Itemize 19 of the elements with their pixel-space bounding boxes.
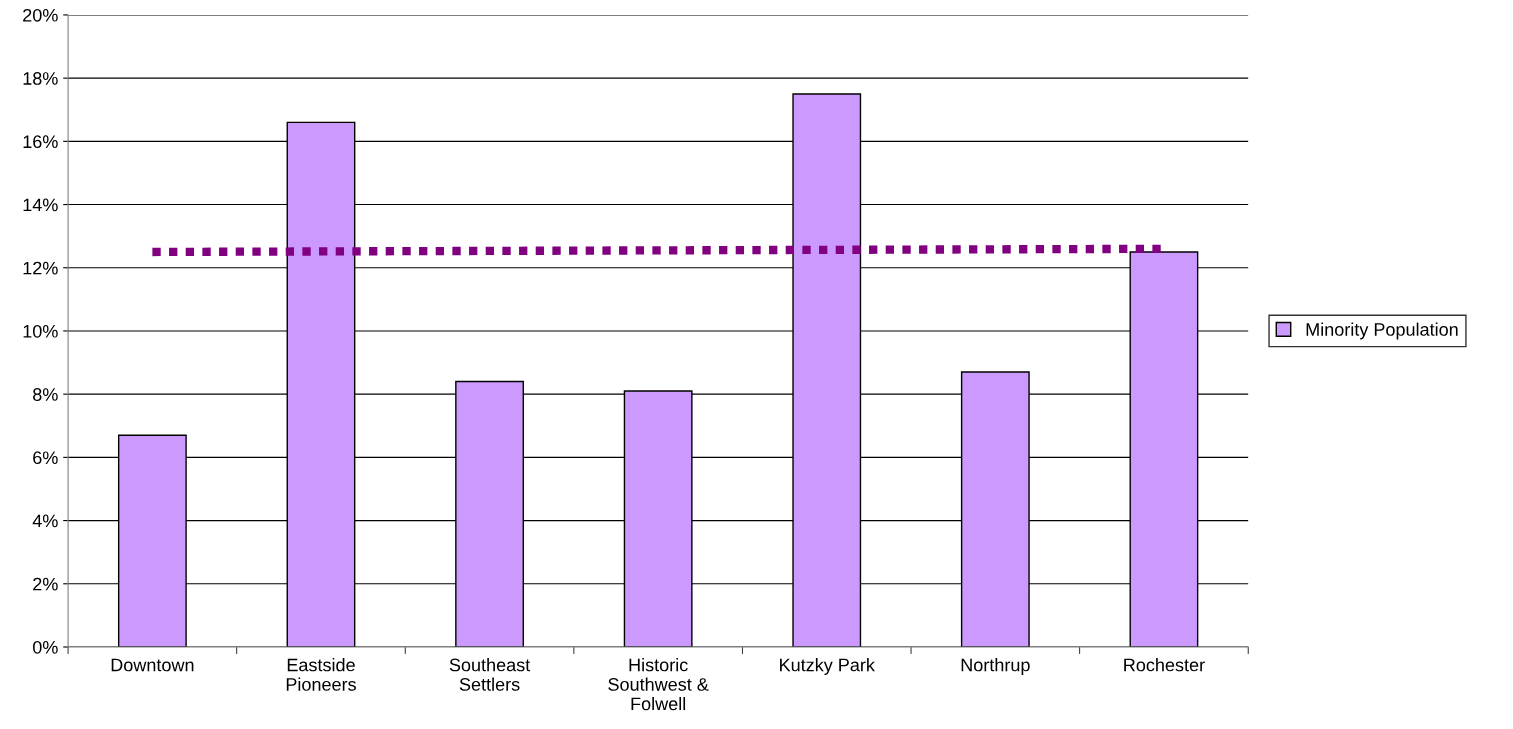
y-tick-label: 8%	[33, 388, 58, 401]
y-tick-label: 14%	[23, 198, 58, 212]
y-tick-label: 4%	[32, 514, 58, 528]
x-tick-label: Southeast Settlers	[449, 658, 531, 691]
x-tick-label: Historic Southwest & Folwell	[608, 658, 709, 711]
y-tick-label: 2%	[33, 577, 58, 591]
y-tick-label: 16%	[23, 135, 58, 149]
y-tick-label: 6%	[33, 451, 58, 465]
x-tick-label: Downtown	[111, 658, 194, 672]
legend-label: Minority Population	[1306, 322, 1458, 340]
y-tick-label: 20%	[23, 8, 58, 22]
y-tick-label: 18%	[23, 72, 58, 85]
x-tick-label: Kutzky Park	[780, 658, 875, 675]
x-tick-label: Rochester	[1124, 658, 1205, 672]
y-tick-label: 0%	[32, 640, 58, 654]
y-tick-label: 12%	[23, 261, 58, 275]
x-tick-label: Eastside Pioneers	[286, 658, 356, 691]
x-tick-label: Northrup	[961, 658, 1030, 675]
y-tick-label: 10%	[23, 324, 58, 338]
